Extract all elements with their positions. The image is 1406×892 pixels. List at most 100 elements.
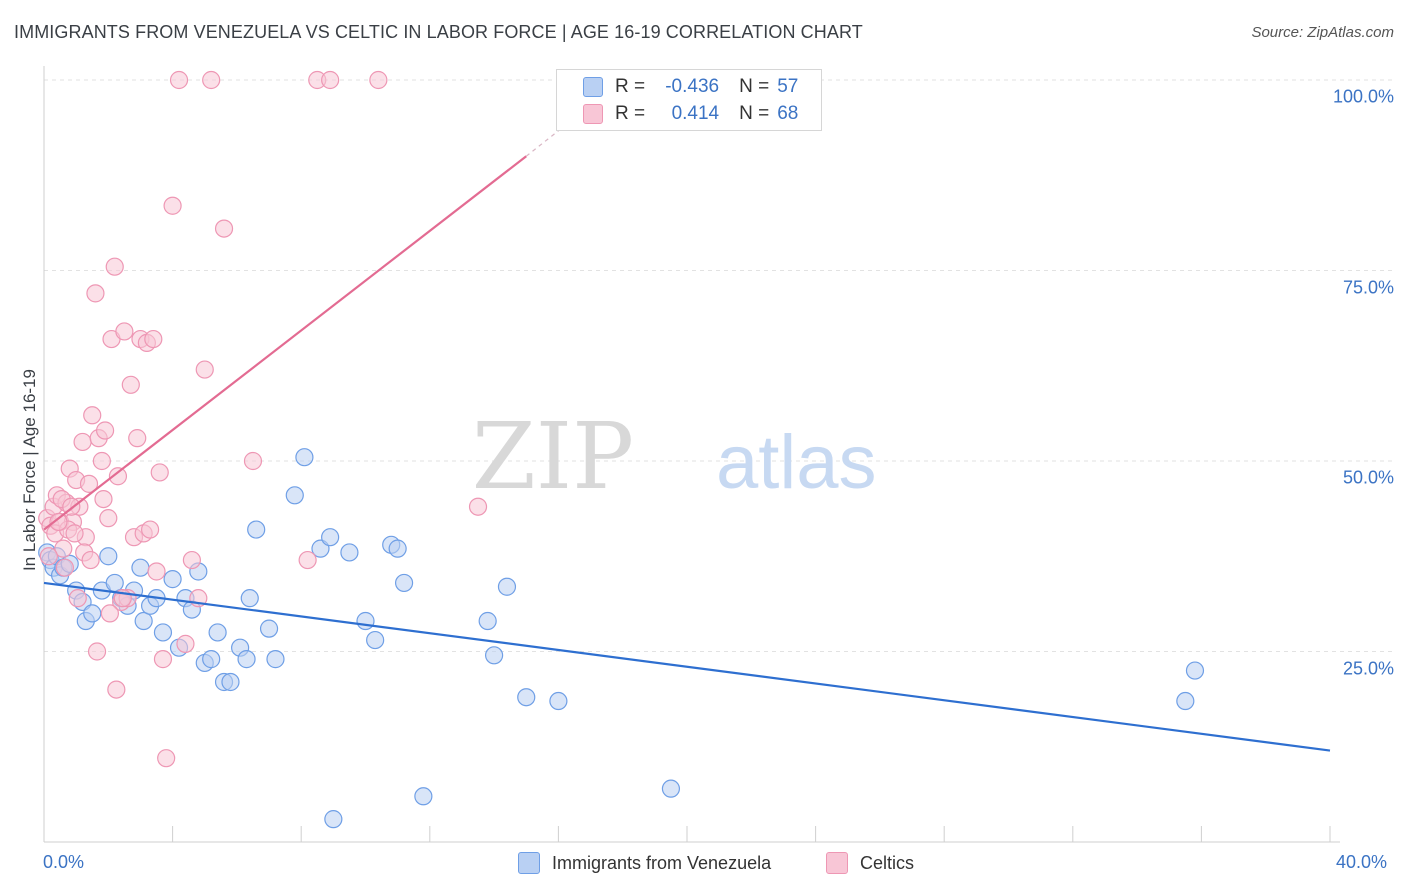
celtics-point xyxy=(105,257,124,276)
celtics-point xyxy=(49,512,68,532)
legend-label: Immigrants from Venezuela xyxy=(552,852,772,873)
venezuela-point xyxy=(208,623,227,642)
celtics-point xyxy=(140,520,160,539)
venezuela-point xyxy=(221,672,240,692)
points-layer xyxy=(38,70,1205,829)
celtics-swatch xyxy=(583,104,603,124)
n-value: 68 xyxy=(777,103,799,124)
x-tick-label-min: 0.0% xyxy=(43,852,85,872)
celtics-point xyxy=(128,429,147,448)
celtics-point xyxy=(147,562,166,581)
celtics-point xyxy=(92,451,111,471)
r-value: 0.414 xyxy=(671,103,720,124)
celtics-point xyxy=(65,524,84,543)
celtics-point xyxy=(243,451,263,471)
celtics-legend-swatch xyxy=(826,852,848,874)
legend-row-celtics: R = 0.414 N = 68 xyxy=(583,102,798,126)
celtics-point xyxy=(108,467,128,486)
r-label: R = xyxy=(615,76,646,97)
venezuela-point xyxy=(485,646,504,665)
celtics-point xyxy=(115,322,134,341)
celtics-point xyxy=(144,329,163,349)
celtics-point xyxy=(87,642,107,661)
celtics-point xyxy=(73,432,92,452)
venezuela-point xyxy=(549,691,568,711)
venezuela-point xyxy=(394,573,414,593)
r-label: R = xyxy=(615,103,646,124)
celtics-point xyxy=(321,70,340,90)
celtics-point xyxy=(94,490,113,509)
venezuela-point xyxy=(134,611,153,631)
venezuela-point xyxy=(202,650,221,669)
celtics-point xyxy=(195,360,214,379)
y-tick-label: 75.0% xyxy=(1342,277,1394,297)
venezuela-point xyxy=(285,486,304,505)
celtics-point xyxy=(202,70,221,90)
venezuela-point xyxy=(237,650,256,669)
venezuela-point xyxy=(153,623,173,642)
stats-legend: R = -0.436 N = 57 R = 0.414 N = 68 xyxy=(556,69,822,131)
n-value: 57 xyxy=(777,76,799,97)
legend-item-celtics[interactable]: Celtics xyxy=(826,852,914,874)
y-tick-label: 50.0% xyxy=(1342,467,1394,488)
venezuela-point xyxy=(1176,691,1195,711)
celtics-point xyxy=(468,497,488,516)
celtics-point xyxy=(176,634,195,653)
celtics-point xyxy=(169,70,189,90)
watermark-zip: ZIP xyxy=(472,403,634,510)
celtics-point xyxy=(55,558,74,577)
venezuela-point xyxy=(414,787,433,806)
venezuela-point xyxy=(247,520,266,539)
venezuela-point xyxy=(388,539,407,558)
celtics-point xyxy=(39,547,58,566)
venezuela-point xyxy=(83,604,102,623)
celtics-point xyxy=(79,474,99,493)
venezuela-point xyxy=(366,630,385,650)
celtics-point xyxy=(150,463,169,482)
venezuela-point xyxy=(497,577,517,596)
venezuela-point xyxy=(1185,661,1205,680)
venezuela-point xyxy=(356,611,375,631)
celtics-point xyxy=(99,509,118,528)
venezuela-point xyxy=(105,573,124,593)
venezuela-point xyxy=(163,570,182,589)
venezuela-legend-swatch xyxy=(518,852,540,874)
chart-title: IMMIGRANTS FROM VENEZUELA VS CELTIC IN L… xyxy=(14,22,863,42)
celtics-point xyxy=(107,680,126,699)
n-label: N = xyxy=(739,76,770,97)
celtics-point xyxy=(153,650,173,669)
venezuela-point xyxy=(131,558,150,577)
legend-item-venezuela[interactable]: Immigrants from Venezuela xyxy=(518,852,771,874)
celtics-point xyxy=(214,219,234,238)
venezuela-point xyxy=(240,589,259,608)
celtics-point xyxy=(121,375,140,394)
venezuela-trend-line xyxy=(43,581,1331,752)
y-tick-label: 25.0% xyxy=(1342,658,1394,678)
venezuela-point xyxy=(295,448,314,467)
chart-source: Source: ZipAtlas.com xyxy=(1251,24,1394,41)
venezuela-point xyxy=(661,779,681,798)
venezuela-point xyxy=(266,650,285,669)
celtics-point xyxy=(83,406,102,425)
celtics-point xyxy=(163,196,182,215)
venezuela-point xyxy=(99,547,118,566)
celtics-point xyxy=(100,604,120,623)
celtics-point xyxy=(95,421,115,440)
legend-label: Celtics xyxy=(860,852,915,873)
r-value: -0.436 xyxy=(665,76,720,97)
venezuela-point xyxy=(259,619,279,638)
watermark-atlas: atlas xyxy=(716,420,877,505)
x-tick-label-max: 40.0% xyxy=(1336,852,1388,872)
celtics-point xyxy=(157,749,176,768)
celtics-point xyxy=(68,589,87,608)
celtics-trend-line xyxy=(43,155,527,531)
venezuela-point xyxy=(324,810,343,829)
venezuela-point xyxy=(517,688,536,707)
venezuela-swatch xyxy=(583,77,603,97)
celtics-point xyxy=(81,550,100,570)
celtics-point xyxy=(54,539,73,558)
n-label: N = xyxy=(739,103,770,124)
celtics-point xyxy=(298,550,317,570)
celtics-point xyxy=(182,550,201,570)
